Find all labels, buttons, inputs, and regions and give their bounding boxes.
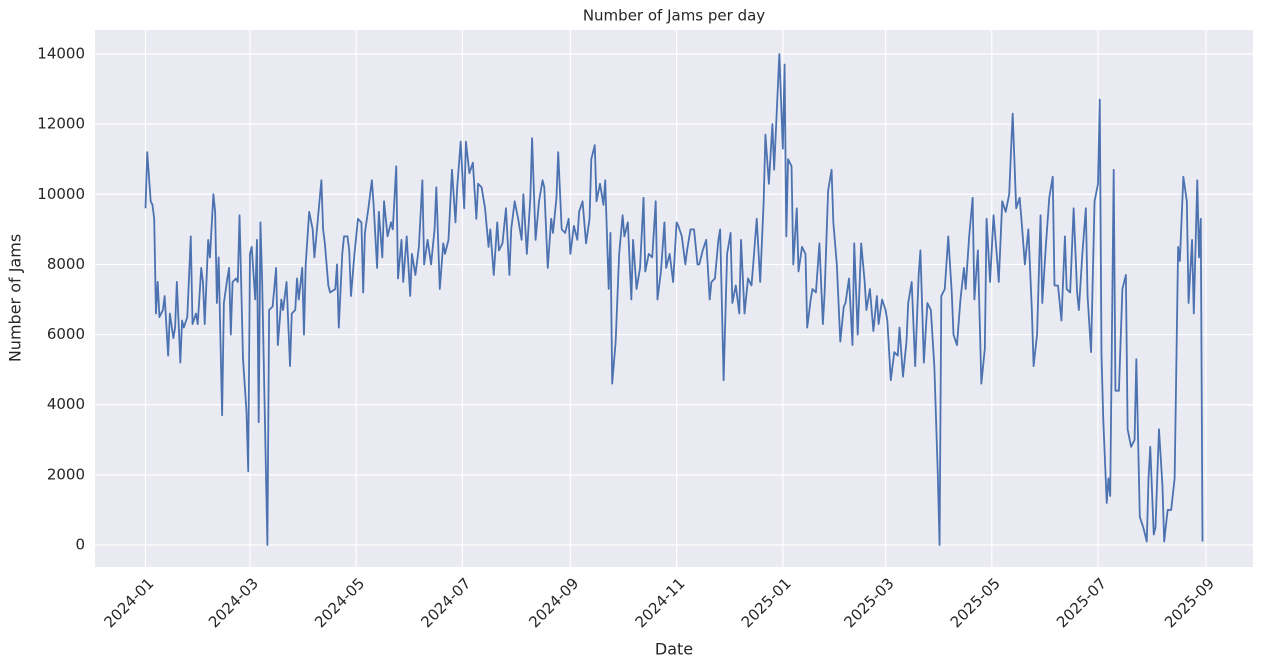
x-axis-label: Date (655, 640, 693, 659)
x-tick-label: 2024-05 (311, 574, 368, 631)
y-tick-label: 4000 (47, 395, 85, 413)
x-tick-label: 2024-09 (525, 574, 582, 631)
x-tick-label: 2025-05 (947, 574, 1004, 631)
x-tick-label: 2024-03 (205, 574, 262, 631)
y-tick-label: 6000 (47, 325, 85, 343)
y-axis-label: Number of Jams (6, 234, 25, 362)
x-tick-label: 2025-03 (841, 574, 898, 631)
x-tick-label: 2024-07 (417, 574, 474, 631)
y-tick-label: 10000 (37, 185, 85, 203)
data-line (144, 53, 1204, 546)
x-tick-label: 2025-07 (1053, 574, 1110, 631)
x-tick-label: 2024-11 (632, 574, 689, 631)
y-tick-label: 0 (75, 536, 85, 554)
x-tick-label: 2024-01 (100, 574, 157, 631)
y-tick-label: 8000 (47, 255, 85, 273)
chart-title: Number of Jams per day (583, 7, 765, 25)
y-tick-label: 2000 (47, 465, 85, 483)
y-tick-label: 14000 (37, 44, 85, 62)
x-tick-label: 2025-01 (738, 574, 795, 631)
x-tick-label: 2025-09 (1161, 574, 1218, 631)
y-tick-label: 12000 (37, 115, 85, 133)
